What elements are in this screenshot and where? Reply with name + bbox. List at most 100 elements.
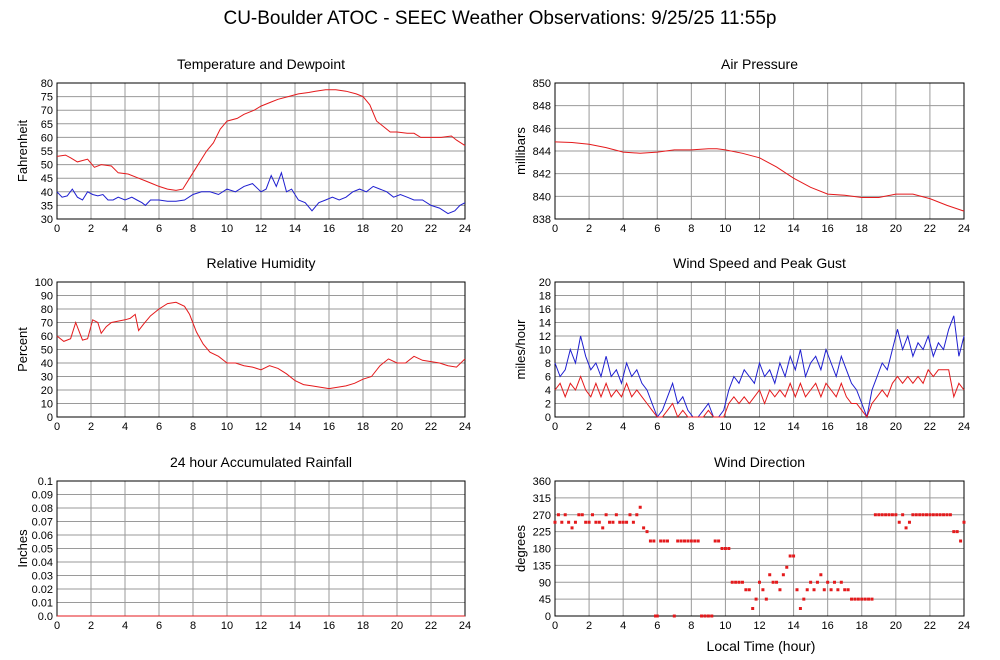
series-line-red [56,301,466,390]
data-point [781,573,785,577]
y-tick-label: 65 [41,119,53,131]
x-tick-label: 2 [88,223,94,235]
x-tick-label: 16 [822,620,834,632]
series-line-blue [554,315,965,419]
x-tick-label: 10 [221,421,233,433]
x-tick-label: 10 [719,620,731,632]
data-point [829,588,833,592]
x-tick-label: 0 [54,421,60,433]
x-tick-label: 20 [890,223,902,235]
data-point [863,597,867,601]
data-point [928,513,932,517]
y-tick-label: 4 [545,385,551,397]
y-tick-label: 0.07 [32,517,53,529]
x-tick-label: 16 [323,620,335,632]
y-tick-label: 0 [545,412,551,424]
x-tick-label: 10 [719,421,731,433]
data-point [662,539,666,543]
data-point [614,513,618,517]
chart-title: Relative Humidity [207,255,316,271]
data-point [737,580,741,584]
x-tick-label: 0 [552,620,558,632]
y-tick-label: 16 [539,304,551,316]
y-tick-label: 20 [41,385,53,397]
data-point [706,614,710,618]
y-tick-label: 50 [41,345,53,357]
data-point [962,520,966,524]
plot-frame [554,281,965,418]
x-tick-label: 6 [654,421,660,433]
x-tick-label: 4 [620,620,626,632]
data-point [727,547,731,550]
y-tick-label: 0 [47,412,53,424]
data-point [911,513,915,517]
data-point [836,588,840,592]
y-tick-label: 270 [533,510,551,522]
x-tick-label: 6 [156,421,162,433]
y-tick-label: 40 [41,358,53,370]
x-tick-label: 2 [88,421,94,433]
data-point [921,513,925,517]
y-tick-label: 90 [41,291,53,303]
x-tick-label: 14 [289,421,301,433]
x-tick-label: 18 [357,223,369,235]
y-tick-label: 0.05 [32,544,53,556]
y-axis-label: miles/hour [513,319,528,380]
data-point [689,539,693,543]
data-point [877,513,881,517]
x-tick-label: 4 [620,223,626,235]
data-point [584,520,588,524]
data-point [594,520,598,524]
data-point [890,513,894,517]
page-title: CU-Boulder ATOC - SEEC Weather Observati… [223,8,777,29]
x-tick-label: 2 [586,620,592,632]
y-tick-label: 60 [41,132,53,144]
y-tick-label: 0.1 [38,476,53,488]
data-point [751,607,755,610]
y-tick-label: 70 [41,318,53,330]
x-tick-label: 24 [459,620,471,632]
y-tick-label: 0.0 [38,611,53,623]
y-tick-label: 18 [539,291,551,303]
x-tick-label: 24 [958,421,970,433]
y-tick-label: 0.06 [32,530,53,542]
x-tick-label: 8 [190,223,196,235]
y-tick-label: 2 [545,399,551,411]
data-point [894,513,898,517]
data-point [590,513,594,517]
data-point [805,588,809,592]
x-tick-label: 6 [654,620,660,632]
y-tick-label: 844 [533,146,551,158]
data-point [764,597,768,601]
x-tick-label: 2 [586,223,592,235]
y-tick-label: 45 [539,594,551,606]
y-tick-label: 6 [545,372,551,384]
x-tick-label: 12 [753,421,765,433]
data-point [577,513,581,517]
data-point [625,520,629,524]
series-line-blue [56,171,466,215]
data-point [959,539,963,543]
x-tick-label: 22 [425,223,437,235]
data-point [700,614,704,618]
data-point [655,614,659,618]
data-point [856,597,860,601]
x-tick-label: 0 [54,620,60,632]
x-tick-label: 0 [552,421,558,433]
plot-frame [56,82,466,220]
data-point [853,597,857,601]
x-tick-label: 16 [323,223,335,235]
y-tick-label: 8 [545,358,551,370]
y-tick-label: 180 [533,544,551,556]
plot-frame [554,82,965,220]
x-tick-label: 22 [924,223,936,235]
y-tick-label: 60 [41,331,53,343]
x-tick-label: 24 [459,421,471,433]
series-line-red [56,89,466,191]
x-tick-label: 10 [221,223,233,235]
data-point [570,526,574,530]
chart-title: 24 hour Accumulated Rainfall [170,454,352,470]
data-point [652,539,656,543]
